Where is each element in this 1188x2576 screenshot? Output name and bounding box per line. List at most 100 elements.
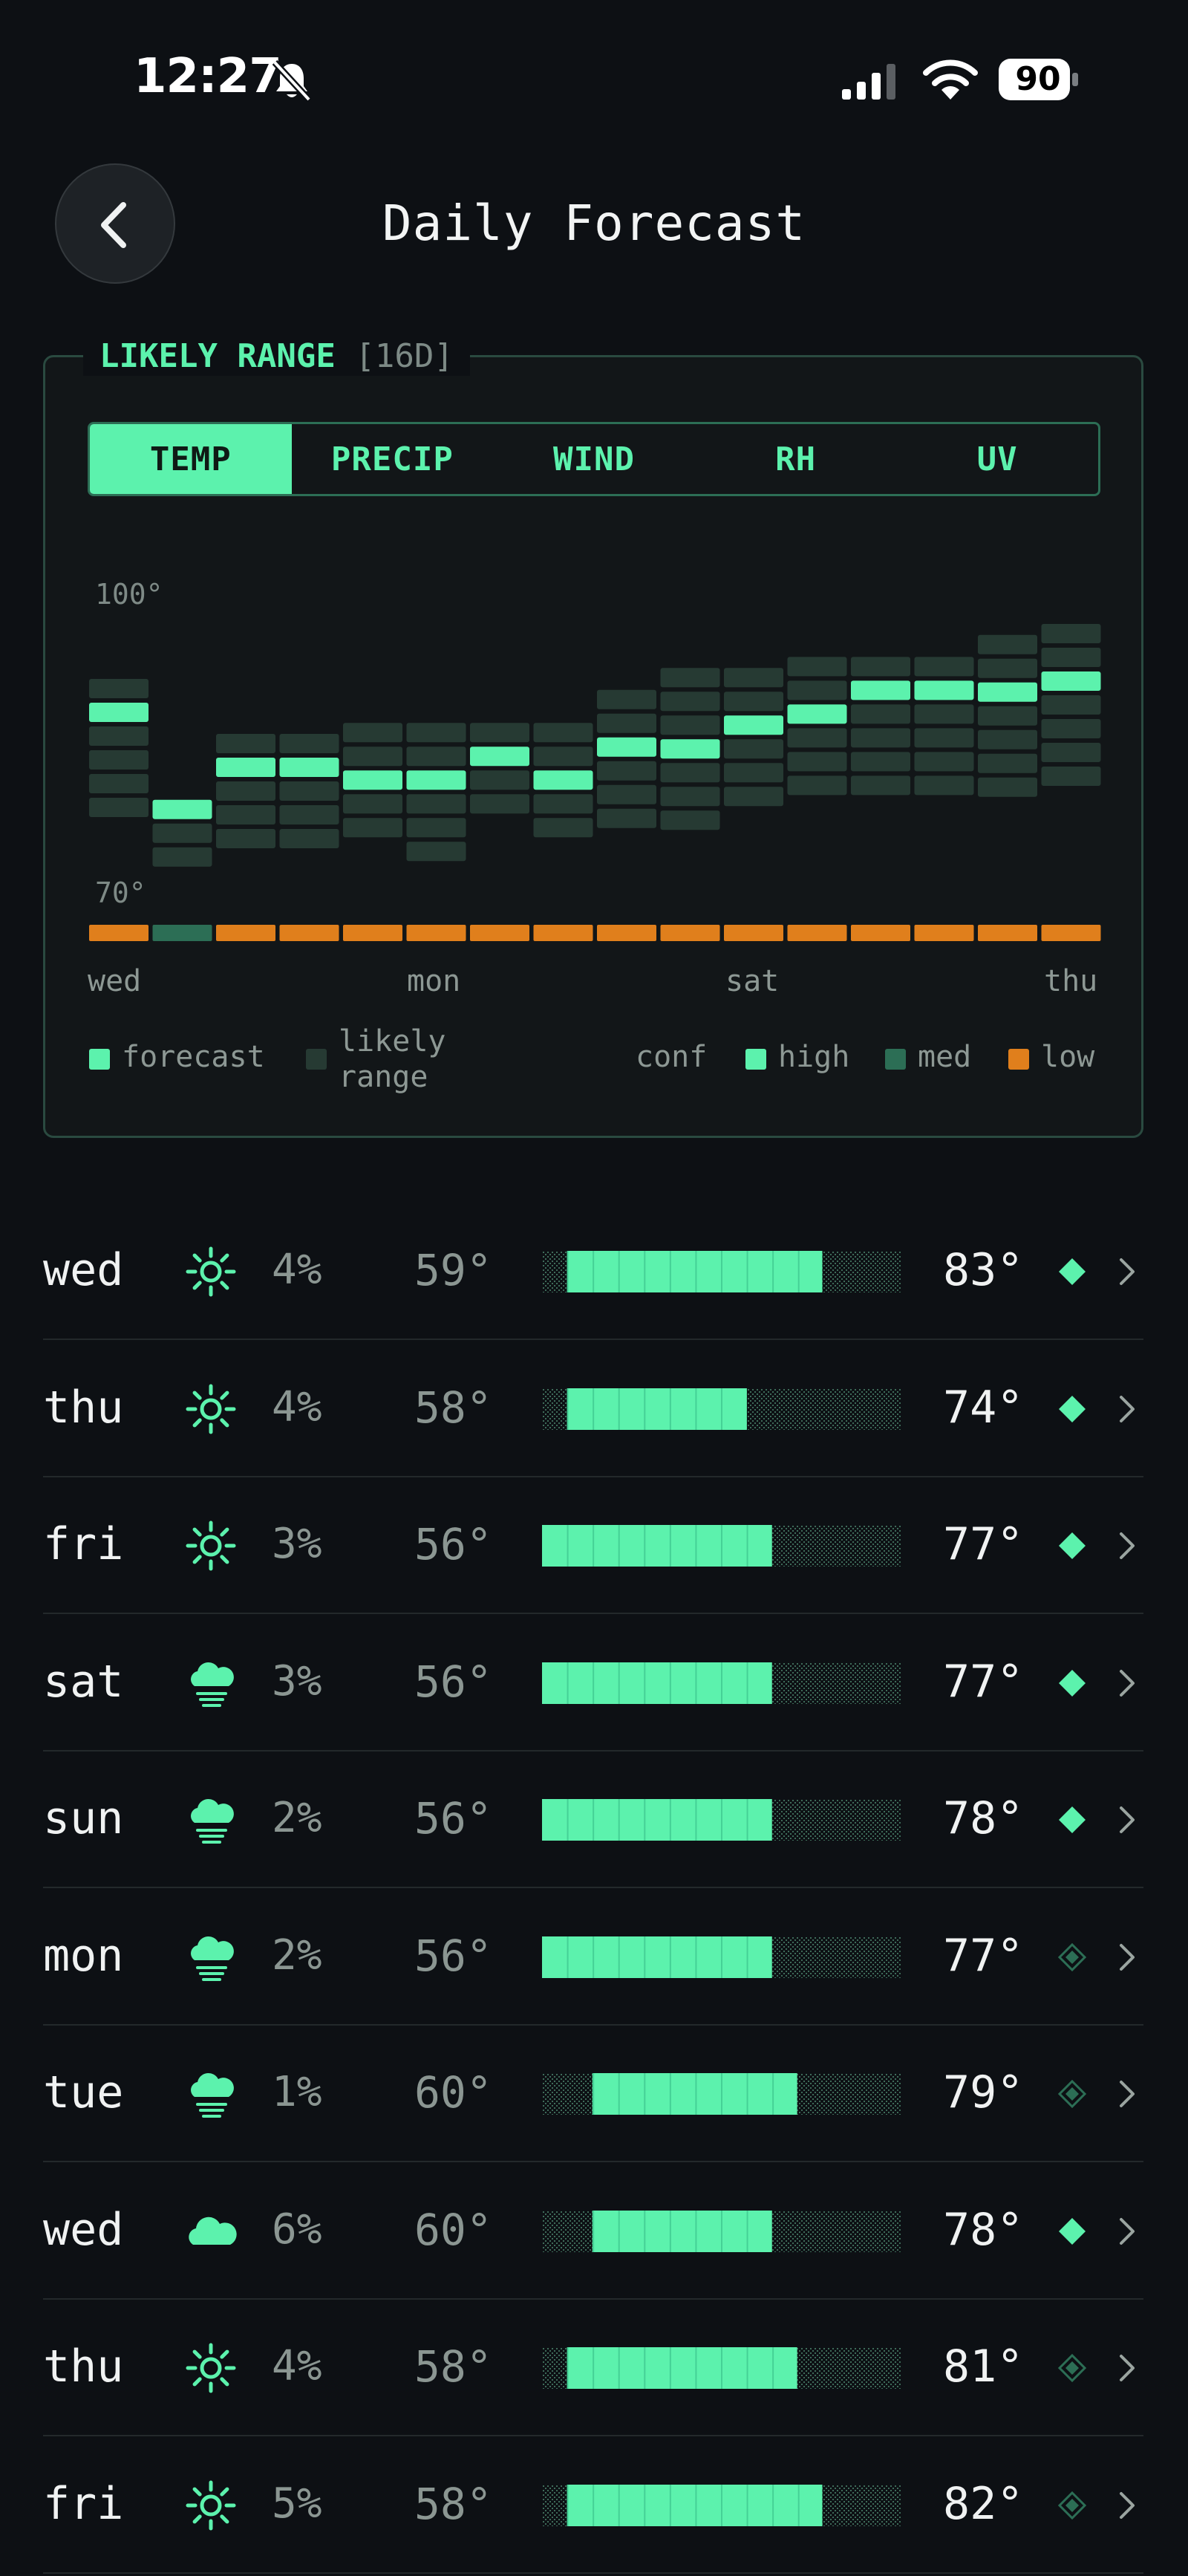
sun-icon bbox=[186, 2480, 236, 2530]
forecast-cell bbox=[470, 747, 529, 767]
x-tick-label: thu bbox=[1044, 964, 1098, 998]
range-cell bbox=[787, 775, 847, 796]
confidence-cell bbox=[851, 925, 910, 941]
legend-med-label: med bbox=[918, 1040, 972, 1074]
range-cell bbox=[533, 723, 593, 743]
tab-precip[interactable]: PRECIP bbox=[330, 440, 454, 478]
range-cell bbox=[343, 747, 402, 767]
row-day: fri bbox=[43, 2477, 124, 2530]
daily-row[interactable]: fri 3% 56° 77° bbox=[43, 1476, 1143, 1614]
chevron-right-icon[interactable] bbox=[1117, 1941, 1138, 1974]
row-precip: 6% bbox=[272, 2205, 322, 2254]
confidence-diamond-icon bbox=[1057, 2353, 1087, 2383]
chevron-right-icon[interactable] bbox=[1117, 2078, 1138, 2110]
daily-row[interactable]: fri 5% 58° 82° bbox=[43, 2436, 1143, 2574]
chevron-right-icon[interactable] bbox=[1117, 2352, 1138, 2384]
range-cell bbox=[216, 805, 275, 824]
chevron-right-icon[interactable] bbox=[1117, 1255, 1138, 1288]
confidence-diamond-icon bbox=[1059, 1395, 1086, 1422]
chevron-right-icon[interactable] bbox=[1117, 1803, 1138, 1836]
range-cell bbox=[533, 794, 593, 814]
forecast-cell bbox=[406, 770, 466, 790]
forecast-cell bbox=[597, 737, 656, 757]
row-low-temp: 58° bbox=[414, 2478, 492, 2529]
row-day: mon bbox=[43, 1929, 124, 1982]
daily-row[interactable]: wed 6% 60° 78° bbox=[43, 2162, 1143, 2300]
confidence-cell bbox=[279, 925, 339, 941]
row-day: wed bbox=[43, 1244, 124, 1296]
back-button[interactable] bbox=[55, 163, 175, 284]
range-cell bbox=[470, 794, 529, 814]
row-precip: 4% bbox=[272, 2342, 322, 2390]
row-low-temp: 60° bbox=[414, 2204, 492, 2255]
range-cell bbox=[787, 752, 847, 772]
tab-uv[interactable]: UV bbox=[976, 440, 1018, 478]
temp-range-bar bbox=[542, 1251, 901, 1292]
range-cell bbox=[914, 775, 974, 796]
range-cell bbox=[406, 747, 466, 767]
forecast-cell bbox=[533, 770, 593, 790]
range-cell bbox=[216, 734, 275, 753]
range-cell bbox=[597, 761, 656, 781]
daily-row[interactable]: thu 4% 58° 74° bbox=[43, 1339, 1143, 1477]
chevron-right-icon[interactable] bbox=[1117, 1529, 1138, 1562]
forecast-cell bbox=[660, 739, 720, 759]
confidence-diamond-icon bbox=[1059, 1532, 1086, 1559]
range-cell bbox=[533, 747, 593, 767]
range-cell bbox=[978, 753, 1037, 773]
temp-range-bar bbox=[542, 2484, 901, 2526]
panel-subtitle: [16D] bbox=[355, 337, 454, 375]
range-cell bbox=[216, 829, 275, 848]
chevron-right-icon[interactable] bbox=[1117, 2215, 1138, 2248]
daily-row[interactable]: thu 4% 58° 81° bbox=[43, 2298, 1143, 2436]
tab-temp[interactable]: TEMP bbox=[90, 424, 292, 494]
status-time: 12:27 bbox=[134, 49, 282, 104]
legend-high-swatch bbox=[745, 1049, 766, 1070]
row-high-temp: 77° bbox=[943, 1929, 1024, 1982]
range-cell bbox=[1041, 695, 1101, 715]
cellular-signal-icon bbox=[842, 64, 895, 100]
likely-range-chart bbox=[89, 624, 1101, 941]
daily-row[interactable]: mon 2% 56° 77° bbox=[43, 1887, 1143, 2026]
confidence-cell bbox=[343, 925, 402, 941]
range-cell bbox=[724, 668, 783, 688]
row-day: sun bbox=[43, 1792, 124, 1844]
row-high-temp: 81° bbox=[943, 2341, 1024, 2393]
confidence-diamond-icon bbox=[1057, 2491, 1087, 2520]
range-cell bbox=[279, 781, 339, 801]
chevron-right-icon[interactable] bbox=[1117, 1393, 1138, 1425]
tab-wind[interactable]: WIND bbox=[553, 440, 635, 478]
range-cell bbox=[1041, 767, 1101, 786]
tab-rh[interactable]: RH bbox=[775, 440, 817, 478]
row-day: thu bbox=[43, 1381, 124, 1434]
row-low-temp: 56° bbox=[414, 1930, 492, 1981]
row-high-temp: 78° bbox=[943, 1792, 1024, 1844]
range-cell bbox=[978, 658, 1037, 678]
row-precip: 5% bbox=[272, 2479, 322, 2528]
cloud-fog-icon bbox=[191, 2072, 234, 2118]
range-cell bbox=[597, 689, 656, 709]
range-cell bbox=[89, 750, 148, 770]
daily-row[interactable]: wed 4% 59° 83° bbox=[43, 1202, 1143, 1340]
row-low-temp: 58° bbox=[414, 2341, 492, 2392]
daily-row[interactable]: sat 3% 56° 77° bbox=[43, 1613, 1143, 1752]
range-cell bbox=[660, 787, 720, 807]
row-day: fri bbox=[43, 1518, 124, 1570]
range-cell bbox=[216, 781, 275, 801]
legend-high-label: high bbox=[778, 1040, 850, 1074]
battery-level: 90 bbox=[1015, 60, 1061, 98]
range-cell bbox=[343, 818, 402, 838]
metric-tabs: TEMP PRECIP WIND RH UV bbox=[88, 422, 1100, 496]
sun-icon bbox=[186, 1384, 236, 1434]
row-high-temp: 82° bbox=[943, 2477, 1024, 2530]
forecast-cell bbox=[343, 770, 402, 790]
cloud-fog-icon bbox=[191, 1936, 234, 1981]
y-axis-label-70: 70° bbox=[92, 876, 149, 909]
legend-med-swatch bbox=[885, 1049, 906, 1070]
row-low-temp: 60° bbox=[414, 2067, 492, 2118]
chevron-right-icon[interactable] bbox=[1117, 1667, 1138, 1700]
chevron-right-icon[interactable] bbox=[1117, 2489, 1138, 2522]
range-cell bbox=[597, 808, 656, 828]
daily-row[interactable]: sun 2% 56° 78° bbox=[43, 1750, 1143, 1888]
daily-row[interactable]: tue 1% 60° 79° bbox=[43, 2024, 1143, 2162]
